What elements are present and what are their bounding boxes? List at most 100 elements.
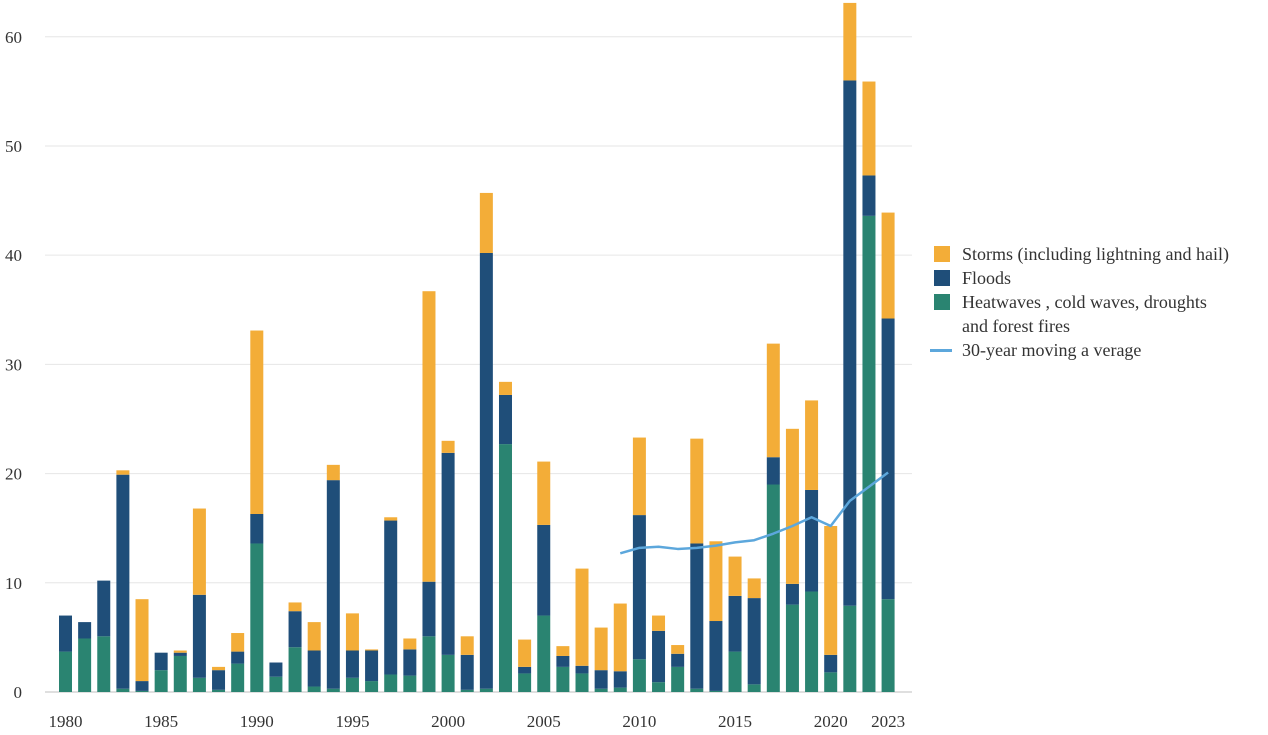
bar-segment-storms [307, 622, 321, 651]
bar-segment-heat [556, 666, 570, 692]
bar-segment-storms [862, 81, 876, 176]
bar-segment-floods [288, 611, 302, 648]
bar-segment-storms [766, 343, 780, 458]
bar-segment-heat [326, 688, 340, 692]
bar-segment-floods [365, 650, 379, 682]
bar-segment-floods [59, 615, 72, 652]
x-tick-label: 2000 [431, 712, 465, 731]
bar-segment-heat [632, 659, 646, 692]
bar-segment-floods [709, 621, 723, 691]
bar-segment-heat [728, 651, 742, 692]
bar-segment-floods [441, 452, 455, 655]
bar-segment-storms [728, 556, 742, 596]
bar-segment-floods [403, 649, 417, 676]
bar-segment-heat [345, 677, 359, 692]
legend-label-heat: Heatwaves , cold waves, droughts and for… [962, 292, 1207, 336]
bar-segment-floods [728, 595, 742, 652]
bar-segment-storms [671, 645, 685, 654]
bar-segment-storms [556, 646, 570, 656]
bar-segment-storms [575, 568, 589, 666]
x-tick-label: 2015 [718, 712, 752, 731]
legend-swatch-moving-average [930, 349, 952, 352]
bar-segment-heat [154, 670, 168, 692]
bar-segment-floods [671, 653, 685, 667]
bar-segment-floods [154, 652, 168, 671]
bar-segment-heat [652, 682, 666, 692]
bar-segment-storms [537, 461, 551, 525]
bar-segment-heat [307, 686, 321, 692]
bar-segment-floods [498, 394, 512, 445]
bar-segment-heat [479, 688, 493, 692]
bar-segment-heat [575, 673, 589, 692]
bar-segment-heat [671, 666, 685, 692]
bar-segment-storms [212, 666, 226, 671]
bar-segment-storms [613, 603, 627, 672]
bar-segment-storms [460, 636, 474, 655]
bar-segment-floods [212, 670, 226, 690]
bar-segment-heat [843, 605, 857, 692]
x-tick-label: 2020 [814, 712, 848, 731]
bar-segment-floods [766, 457, 780, 485]
grid-lines [45, 36, 912, 693]
bar-segment-heat [135, 690, 149, 692]
legend-item-storms: Storms (including lightning and hail) [930, 242, 1260, 266]
bar-segment-heat [269, 676, 283, 692]
bar-segment-storms [135, 599, 149, 682]
bar-segment-heat [231, 663, 245, 692]
bar-segment-heat [116, 688, 130, 692]
bar-segment-heat [881, 599, 895, 692]
bar-segment-floods [192, 594, 206, 678]
bar-segment-heat [537, 615, 551, 692]
bar-segment-storms [173, 650, 187, 653]
bar-segment-floods [250, 513, 264, 544]
x-axis: 1980 1985 1990 1995 2000 2005 2010 2015 2020 2023 [49, 712, 906, 731]
bar-segment-floods [785, 583, 799, 605]
x-tick-label: 2023 [871, 712, 905, 731]
bar-segment-storms [632, 437, 646, 516]
x-tick-label: 1980 [49, 712, 83, 731]
bar-segment-heat [403, 675, 417, 692]
legend-swatch-storms [934, 246, 950, 262]
bar-segment-heat [690, 688, 704, 692]
y-tick-label: 30 [5, 355, 22, 374]
bar-segment-storms [652, 615, 666, 631]
bar-segment-floods [345, 650, 359, 678]
bar-segment-floods [422, 581, 436, 637]
bar-segment-storms [384, 517, 398, 521]
bar-segment-heat [78, 638, 92, 692]
bar-segment-floods [460, 654, 474, 690]
legend-label-storms: Storms (including lightning and hail) [962, 244, 1229, 264]
bar-segment-floods [824, 654, 838, 673]
bar-segment-floods [231, 651, 245, 664]
bar-segment-storms [250, 330, 264, 514]
legend-item-heat: Heatwaves , cold waves, droughts and for… [930, 290, 1260, 338]
bar-segment-heat [441, 654, 455, 692]
bar-segment-heat [862, 215, 876, 692]
x-tick-label: 2005 [527, 712, 561, 731]
bar-segment-storms [594, 627, 608, 671]
x-tick-label: 2010 [622, 712, 656, 731]
y-tick-label: 40 [5, 246, 22, 265]
bar-segment-floods [747, 598, 761, 685]
bar-segment-heat [460, 689, 474, 692]
bar-segment-storms [116, 470, 130, 475]
bar-segment-heat [613, 687, 627, 692]
bar-segment-heat [709, 690, 723, 692]
legend-label-moving-average: 30-year moving a verage [962, 340, 1142, 360]
y-tick-label: 0 [14, 683, 23, 702]
bar-segment-heat [173, 655, 187, 692]
y-tick-label: 60 [5, 28, 22, 47]
bar-segment-storms [326, 464, 340, 481]
x-tick-label: 1990 [240, 712, 274, 731]
bar-segment-storms [785, 428, 799, 584]
bar-segment-heat [192, 677, 206, 692]
bar-segment-floods [326, 480, 340, 689]
bar-segment-storms [365, 649, 379, 651]
bar-segment-floods [632, 515, 646, 660]
bar-segment-floods [97, 580, 111, 637]
bar-segment-heat [498, 444, 512, 692]
legend-swatch-floods [934, 270, 950, 286]
bar-segment-floods [843, 80, 857, 606]
bar-segment-floods [881, 318, 895, 600]
legend-label-floods: Floods [962, 268, 1012, 288]
